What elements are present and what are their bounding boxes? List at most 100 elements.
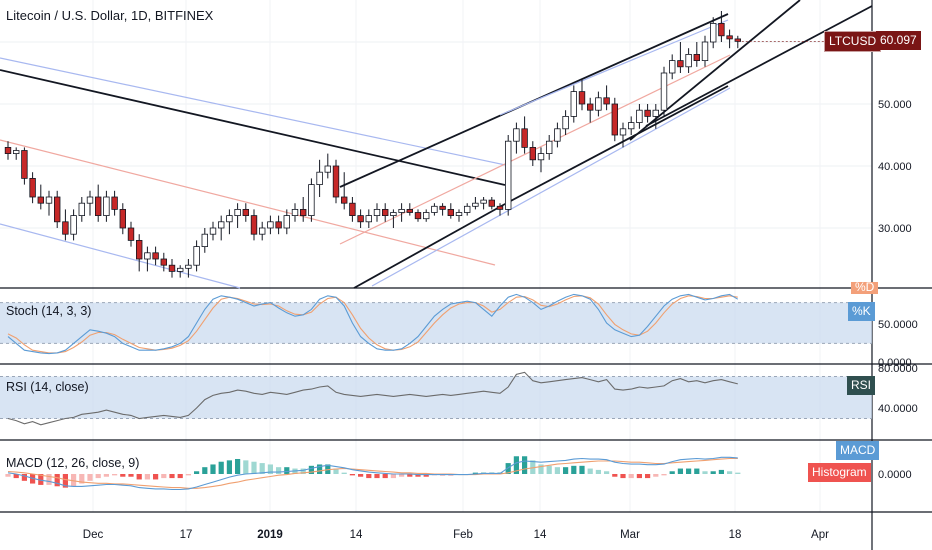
- macd-histogram-bar: [218, 461, 224, 474]
- rsi-panel-plot[interactable]: [7, 371, 738, 426]
- rising-channel-low: [371, 87, 731, 287]
- macd-histogram-bar: [538, 464, 544, 474]
- candle-body: [693, 54, 700, 62]
- candle-body: [54, 196, 61, 223]
- macd-tag: MACD: [836, 441, 880, 460]
- wedge-lower: [353, 203, 506, 289]
- candle-body: [365, 215, 372, 223]
- macd-histogram-bar: [235, 458, 241, 474]
- macd-histogram-bar: [79, 474, 85, 484]
- candlestick-series[interactable]: [4, 11, 872, 278]
- macd-histogram-bar: [112, 474, 118, 476]
- macd-histogram-bar: [595, 469, 601, 474]
- macd-histogram-bar: [653, 474, 659, 477]
- candle-body: [349, 202, 356, 216]
- candle-body: [267, 221, 274, 229]
- candle-body: [185, 264, 192, 269]
- macd-histogram-bar: [128, 474, 134, 477]
- macd-histogram-bar: [571, 465, 577, 474]
- macd-histogram-bar: [251, 461, 257, 474]
- date-tick: 18: [729, 529, 742, 541]
- candle-body: [95, 196, 102, 217]
- candle-body: [283, 215, 290, 229]
- macd-histogram-bar: [702, 471, 708, 474]
- macd-panel-plot[interactable]: [5, 456, 741, 491]
- macd-histogram-bar: [38, 474, 44, 485]
- price-axis[interactable]: 30.00040.00050.00050.00000.000080.000040…: [878, 99, 918, 481]
- candle-body: [29, 177, 36, 198]
- macd-histogram-bar: [587, 468, 593, 474]
- candle-body: [135, 239, 143, 260]
- macd-signal-line: [7, 457, 738, 489]
- candle-body: [726, 35, 733, 40]
- macd-histogram-bar: [226, 460, 232, 474]
- macd-histogram-bar: [735, 472, 741, 474]
- macd-histogram-bar: [267, 464, 273, 474]
- time-axis[interactable]: Dec 17 2019 14 Feb 14 Mar 18 Apr: [83, 529, 829, 541]
- candle-body: [447, 208, 454, 216]
- candle-body: [160, 258, 167, 266]
- date-tick: Dec: [83, 529, 104, 541]
- candle-body: [546, 140, 553, 154]
- stoch-label: Stoch (14, 3, 3): [6, 304, 92, 318]
- candle-body: [234, 208, 241, 216]
- candle-body: [357, 215, 364, 223]
- macd-histogram-bar: [333, 468, 339, 474]
- macd-histogram-bar: [472, 472, 478, 474]
- macd-histogram-bar: [202, 467, 208, 474]
- candle-body: [324, 165, 331, 173]
- stoch-k-tag: %K: [848, 302, 875, 321]
- candle-body: [496, 205, 504, 210]
- candle-body: [398, 208, 405, 213]
- candle-body: [504, 140, 512, 210]
- price-tick-30: 30.000: [878, 223, 912, 235]
- last-price-tag: 60.097: [876, 31, 921, 50]
- candle-body: [373, 208, 381, 216]
- macd-histogram-bar: [686, 468, 692, 474]
- macd-histogram-bar: [415, 474, 421, 477]
- macd-histogram-bar: [177, 474, 183, 479]
- candle-body: [439, 205, 446, 210]
- candle-body: [537, 153, 545, 161]
- candle-body: [242, 208, 249, 216]
- macd-histogram-bar: [563, 467, 569, 474]
- candle-body: [127, 227, 135, 241]
- macd-histogram-bar: [210, 464, 216, 474]
- channel-middle-red: [0, 139, 496, 266]
- macd-histogram-bar: [243, 460, 249, 474]
- rsi-line: [7, 371, 738, 426]
- price-tick-50: 50.000: [878, 99, 912, 111]
- stoch-panel-plot[interactable]: [7, 293, 739, 355]
- chart-title: Litecoin / U.S. Dollar, 1D, BITFINEX: [6, 8, 214, 23]
- macd-histogram-bar: [645, 474, 651, 479]
- macd-tick-0: 0.0000: [878, 469, 912, 481]
- macd-histogram-bar: [144, 474, 150, 480]
- candle-body: [660, 72, 668, 111]
- macd-histogram-bar: [661, 474, 667, 476]
- candle-body: [669, 60, 676, 74]
- candle-body: [619, 128, 627, 136]
- candle-body: [570, 91, 577, 117]
- macd-histogram-bar: [5, 474, 11, 477]
- macd-histogram-bar: [423, 474, 429, 477]
- candle-body: [316, 171, 323, 185]
- macd-histogram-bar: [710, 471, 716, 474]
- candle-body: [308, 184, 315, 217]
- candle-body: [176, 267, 184, 272]
- candle-body: [332, 165, 340, 198]
- support-line-shallow: [645, 5, 873, 127]
- candle-body: [587, 103, 594, 111]
- candle-body: [554, 128, 561, 142]
- macd-histogram-bar: [95, 474, 101, 479]
- macd-histogram-bar: [194, 471, 200, 474]
- macd-histogram-bar: [87, 474, 93, 481]
- candle-body: [4, 146, 12, 154]
- rsi-tag: RSI: [847, 376, 876, 395]
- candle-body: [86, 196, 94, 204]
- candle-body: [12, 150, 20, 154]
- macd-histogram-bar: [374, 474, 380, 479]
- candle-body: [488, 199, 495, 207]
- candle-body: [685, 54, 692, 68]
- candle-body: [381, 208, 389, 216]
- candle-body: [455, 212, 463, 216]
